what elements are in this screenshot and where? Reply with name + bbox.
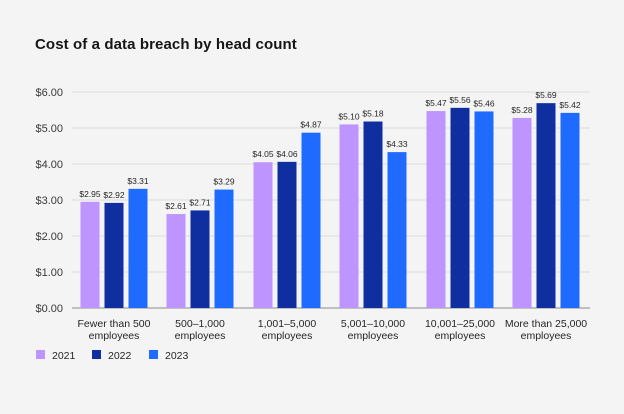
x-category-label: employees [435,330,486,342]
y-tick-label: $6.00 [35,87,63,99]
bar-2022-3 [363,121,383,309]
chart-title: Cost of a data breach by head count [35,36,297,53]
bar-2023-1 [214,189,234,308]
data-label: $2.95 [79,189,101,199]
bar-2022-5 [536,103,556,308]
data-label: $3.29 [213,177,235,187]
bar-2022-2 [277,161,297,308]
legend-swatch-2023 [149,350,158,359]
data-label: $5.42 [559,100,581,110]
bar-2021-4 [426,111,446,308]
data-label: $3.31 [127,176,149,186]
data-label: $2.61 [165,201,187,211]
data-label: $4.05 [252,149,274,159]
data-label: $4.33 [386,139,408,149]
data-label: $5.69 [535,90,557,100]
bar-2023-3 [387,152,407,308]
y-tick-label: $1.00 [35,267,63,279]
bar-2023-0 [128,188,148,308]
legend-label: 2023 [165,350,189,362]
data-label: $4.87 [300,120,322,130]
bar-2022-1 [190,210,210,308]
bar-2021-2 [253,162,273,308]
data-label: $2.92 [103,190,125,200]
legend-label: 2021 [52,350,76,362]
bar-2022-0 [104,202,124,308]
data-label: $5.28 [511,105,533,115]
bar-2021-5 [512,117,532,308]
legend-label: 2022 [108,350,132,362]
x-category-label: employees [89,330,140,342]
data-label: $5.56 [449,95,471,105]
x-category-label: employees [521,330,572,342]
data-label: $5.47 [425,98,447,108]
legend-swatch-2021 [36,350,45,359]
x-category-label: employees [175,330,226,342]
data-label: $2.71 [189,197,211,207]
x-category-label: employees [348,330,399,342]
data-label: $5.46 [473,98,495,108]
x-category-label: 500–1,000 [175,318,225,330]
x-category-label: 1,001–5,000 [258,318,317,330]
bar-2021-1 [166,214,186,308]
y-tick-label: $0.00 [35,303,63,315]
data-label: $4.06 [276,149,298,159]
x-category-label: Fewer than 500 [78,318,151,330]
legend-swatch-2022 [92,350,101,359]
y-tick-label: $2.00 [35,231,63,243]
x-category-label: 5,001–10,000 [341,318,405,330]
x-category-label: More than 25,000 [505,318,587,330]
x-category-label: 10,001–25,000 [425,318,495,330]
bar-2023-5 [560,112,580,308]
bar-2023-4 [474,111,494,308]
bar-2022-4 [450,107,470,308]
bar-2021-0 [80,201,100,308]
y-tick-label: $5.00 [35,123,63,135]
bar-2023-2 [301,132,321,308]
bar-2021-3 [339,124,359,309]
y-tick-label: $3.00 [35,195,63,207]
data-label: $5.18 [362,109,384,119]
data-label: $5.10 [338,111,360,121]
x-category-label: employees [262,330,313,342]
y-tick-label: $4.00 [35,159,63,171]
